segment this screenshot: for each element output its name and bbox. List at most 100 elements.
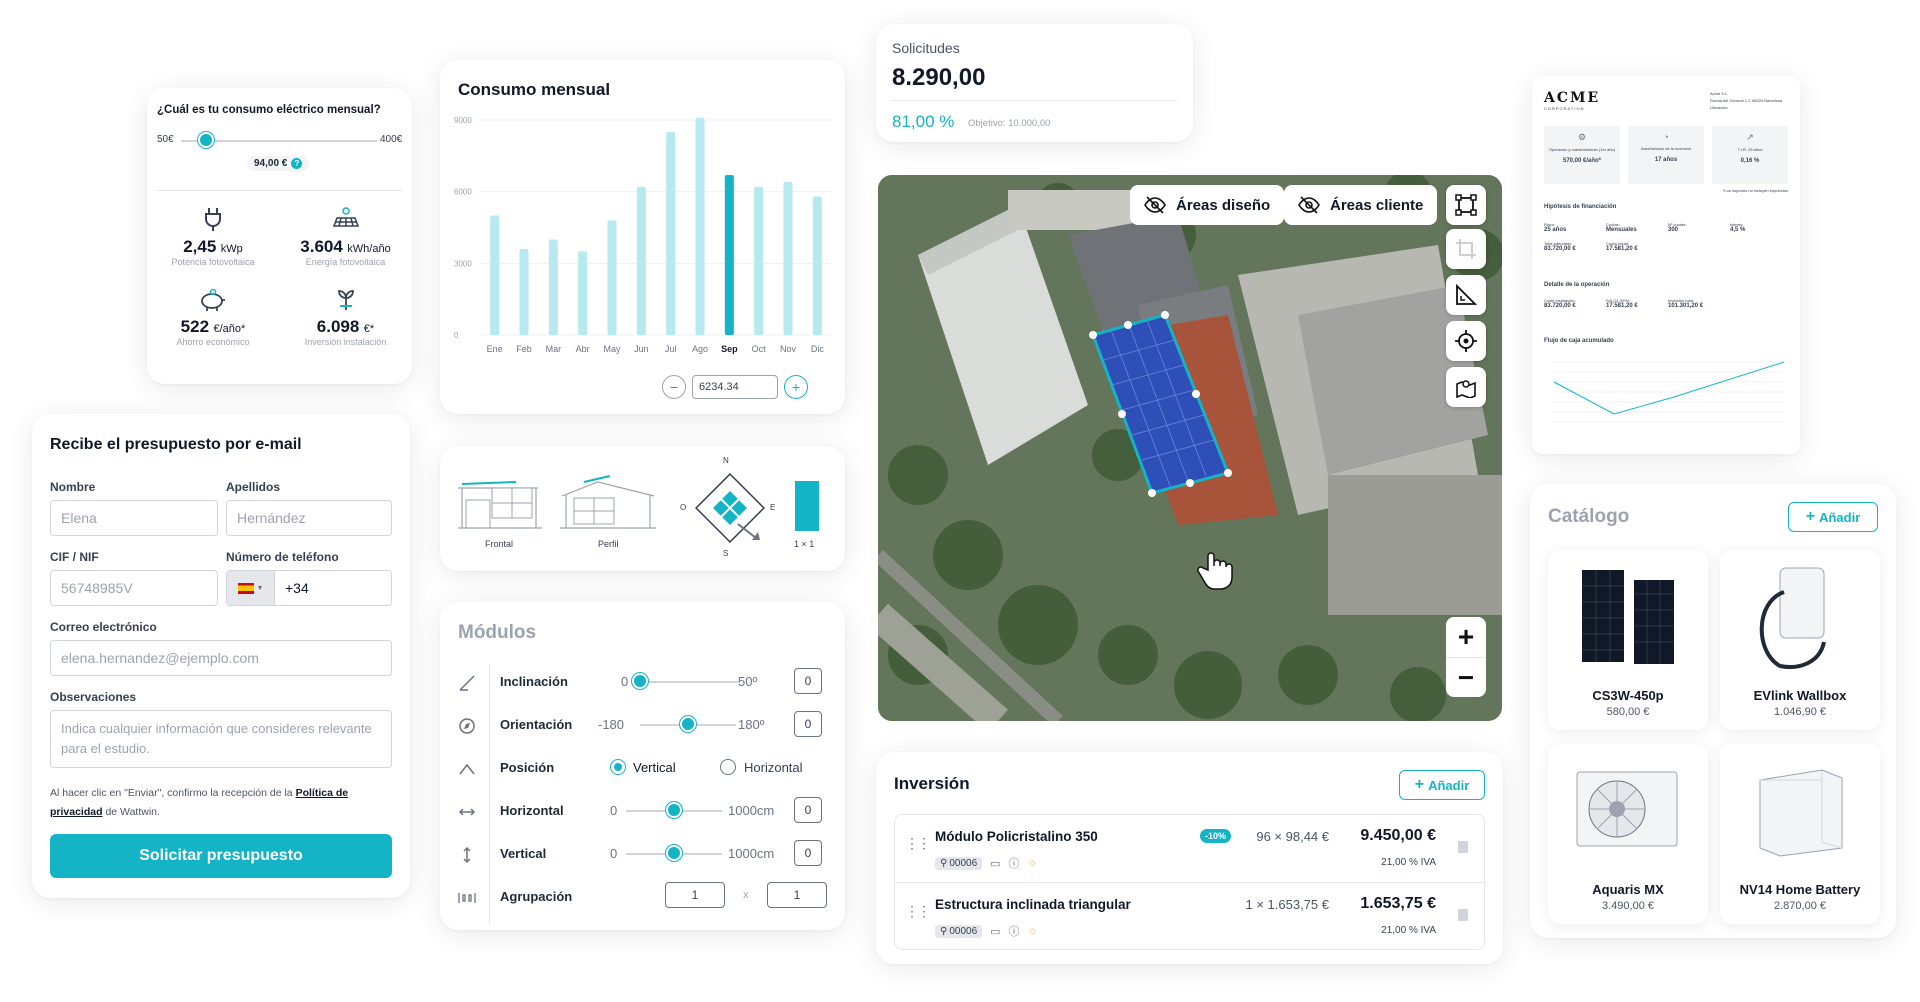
inclinacion-max: 50º [738,674,758,689]
bar-abr[interactable] [578,251,588,335]
op-value: 101.301,20 € [1668,303,1704,309]
satellite-map[interactable]: Áreas diseño Áreas cliente + − [878,175,1502,721]
locate-button[interactable] [1446,321,1486,361]
inclinacion-track[interactable] [640,681,740,683]
vertical-max: 1000cm [728,846,775,861]
bar-ene[interactable] [490,215,500,335]
consumption-slider-track[interactable] [181,140,377,142]
monthly-bar-chart: 0 3000 6000 9000 Ene Feb Mar Abr May Jun Jul Ago Sep… [454,116,832,354]
fin-cell: Nº cuotas: 300 [1668,222,1730,233]
x-tick-label: Oct [752,344,767,354]
requests-title: Solicitudes [892,40,960,56]
info-icon: ⓘ [1008,858,1020,870]
bar-sep[interactable] [724,174,734,335]
areas-client-button[interactable]: Áreas cliente [1284,185,1438,225]
item-name: Estructura inclinada triangular [935,897,1131,912]
report-logo: ACME [1544,90,1601,106]
nif-field[interactable]: 56748985V [50,570,218,606]
solar-panel-product-image [1582,570,1674,664]
agrupacion-input-2[interactable]: 1 [767,882,827,908]
compass-diagram [694,472,766,544]
piggy-bank-icon [201,288,225,311]
vertical-input[interactable]: 0 [794,840,822,866]
product-card[interactable]: CS3W-450p 580,00 € [1548,550,1708,730]
help-icon[interactable]: ? [291,158,303,169]
fin-key: Cuotas: [1606,222,1620,227]
op-value: 83.720,00 € [1544,303,1576,309]
trash-icon[interactable] [1458,841,1468,853]
product-card[interactable]: NV14 Home Battery 2.870,00 € [1720,744,1880,924]
chevron-down-icon: ▼ [256,584,264,592]
request-quote-button[interactable]: Solicitar presupuesto [50,834,392,878]
op-value: 17.581,20 € [1606,303,1638,309]
privacy-policy-link[interactable]: Política de privacidad [50,787,349,818]
country-select[interactable]: ▼ [227,571,275,605]
decrease-button[interactable]: − [662,375,686,399]
vertical-radio[interactable] [610,759,626,775]
orientacion-knob[interactable] [680,716,696,732]
bar-dic[interactable] [812,196,822,335]
x-tick-label: Jul [665,344,677,354]
horizontal-input[interactable]: 0 [794,797,822,823]
orientacion-input[interactable]: 0 [794,711,822,737]
horizontal-radio[interactable] [720,759,736,775]
product-card[interactable]: EVlink Wallbox 1.046,90 € [1720,550,1880,730]
product-card[interactable]: Aquaris MX 3.490,00 € [1548,744,1708,924]
item-total: 1.653,75 € [1360,895,1436,912]
zoom-in-button[interactable]: + [1446,617,1486,657]
item-vat: 21,00 % IVA [1381,925,1436,936]
profile-view-diagram [560,475,656,529]
bar-jul[interactable] [666,131,676,335]
areas-design-button[interactable]: Áreas diseño [1130,185,1285,225]
phone-field[interactable]: ▼ +34 [226,570,392,606]
horizontal-option[interactable]: Horizontal [744,760,803,775]
zoom-out-button[interactable]: − [1446,657,1486,697]
bar-mar[interactable] [548,239,558,335]
observaciones-textarea[interactable]: Indica cualquier información que conside… [50,710,392,768]
catalog-card: Catálogo + Añadir CS3W-450p 580,00 € EVli… [1530,484,1896,938]
inclinacion-input[interactable]: 0 [794,668,822,694]
apellidos-field[interactable]: Hernández [226,500,392,536]
bar-ago[interactable] [695,117,705,335]
modules-divider [489,664,490,924]
trash-icon[interactable] [1458,909,1468,921]
fin-cell: Plazo: 25 años [1544,222,1606,233]
agrupacion-input-1[interactable]: 1 [665,882,725,908]
bar-nov[interactable] [783,182,793,335]
drag-handle-icon[interactable]: ⋮⋮ [905,835,931,851]
frontal-view-diagram [458,481,542,529]
measure-button[interactable] [1446,275,1486,315]
drag-handle-icon[interactable]: ⋮⋮ [905,903,931,919]
bar-oct[interactable] [754,186,764,335]
map-layers-button[interactable] [1446,367,1486,407]
cashflow-line-chart [1553,361,1785,423]
bar-may[interactable] [607,220,617,335]
report-section-financing: Hipótesis de financiación [1544,204,1617,210]
op-key: Inversión total: [1668,298,1695,303]
report-box-icon: ↗ [1746,132,1754,142]
x-tick-label: Ene [487,344,503,354]
crop-button[interactable] [1446,229,1486,269]
investment-title: Inversión [894,774,970,793]
nombre-field[interactable]: Elena [50,500,218,536]
investment-row[interactable]: ⋮⋮ Módulo Policristalino 350 ⚲ 00006 ▭ ⓘ… [895,815,1484,883]
investment-row[interactable]: ⋮⋮ Estructura inclinada triangular ⚲ 000… [895,883,1484,951]
bar-feb[interactable] [519,249,529,335]
home-battery-product-image [1759,769,1843,857]
investment-add-button[interactable]: + Añadir [1399,770,1485,800]
x-tick-label: Feb [516,344,532,354]
catalog-add-button[interactable]: + Añadir [1788,502,1878,532]
increase-button[interactable]: + [784,375,808,399]
consumption-slider-knob[interactable] [198,132,215,148]
vertical-option[interactable]: Vertical [633,760,676,775]
bar-jun[interactable] [636,186,646,335]
stat-inversion: 6.098 €* Inversión instalación [279,288,412,347]
email-field[interactable]: elena.hernandez@ejemplo.com [50,640,392,676]
vertical-knob[interactable] [666,845,682,861]
horizontal-knob[interactable] [666,802,682,818]
frontal-label: Frontal [485,539,514,549]
inclinacion-knob[interactable] [632,673,648,689]
consumption-input[interactable]: 6234.34 [692,375,778,399]
heat-pump-product-image [1576,771,1678,847]
draw-area-button[interactable] [1446,185,1486,225]
